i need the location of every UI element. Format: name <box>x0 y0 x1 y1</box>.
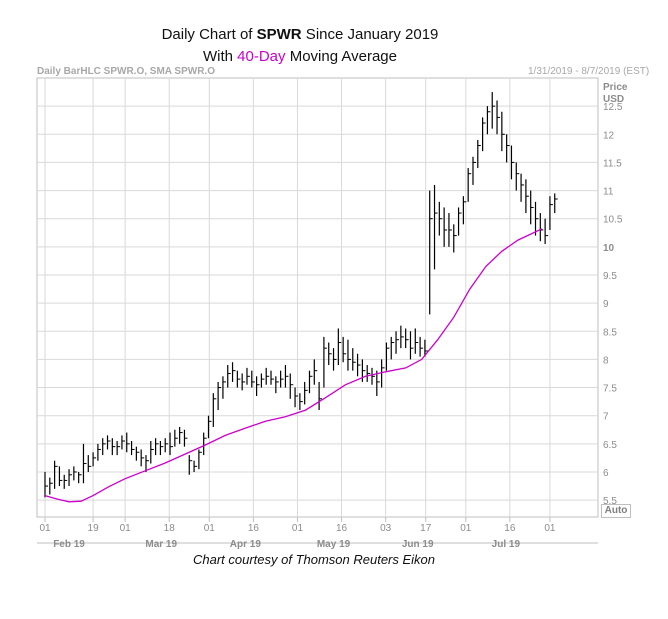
chart-header-instrument: Daily BarHLC SPWR.O, SMA SPWR.O <box>37 66 215 77</box>
y-tick-label: 7 <box>603 412 609 423</box>
y-tick-label: 10.5 <box>603 215 623 226</box>
auto-scale-button[interactable]: Auto <box>601 504 631 518</box>
chart-title: Daily Chart of SPWR Since January 2019 W… <box>0 24 600 68</box>
x-tick-label: 03 <box>380 523 392 534</box>
sma-period-highlight: 40-Day <box>237 48 286 65</box>
ticker-symbol: SPWR <box>256 26 302 43</box>
x-tick-label: 19 <box>88 523 100 534</box>
x-tick-label: 17 <box>420 523 432 534</box>
y-tick-label: 11.5 <box>603 158 622 169</box>
x-month-label: Feb 19 <box>53 539 85 550</box>
price-chart: 5.5 6 6.5 7 7.5 8 8.5 9 9.5 10 10.5 11 11.5 12 12.5 Pri… <box>36 77 628 550</box>
y-tick-label: 6 <box>603 468 609 479</box>
x-tick-label: 16 <box>504 523 516 534</box>
plot-area-border <box>36 77 599 518</box>
y-tick-label: 7.5 <box>603 384 617 395</box>
sma-40-line <box>44 228 543 503</box>
x-tick-label: 01 <box>120 523 132 534</box>
x-tick-label: 01 <box>39 523 51 534</box>
x-tick-label: 16 <box>336 523 348 534</box>
x-month-label: Apr 19 <box>230 539 262 550</box>
y-axis-label: Price <box>603 82 628 93</box>
chart-credit: Chart courtesy of Thomson Reuters Eikon <box>192 552 436 567</box>
y-tick-label: 9 <box>603 299 609 310</box>
title-line-2: With 40-Day Moving Average <box>203 48 397 65</box>
y-tick-label: 10 <box>603 243 615 254</box>
x-tick-label: 01 <box>460 523 472 534</box>
y-tick-label: 6.5 <box>603 440 617 451</box>
x-tick-label: 16 <box>248 523 260 534</box>
y-tick-label: 12 <box>603 130 615 141</box>
x-month-label: May 19 <box>317 539 351 550</box>
hlc-bars <box>44 92 558 498</box>
y-tick-label: 8.5 <box>603 327 617 338</box>
x-tick-label: 18 <box>164 523 176 534</box>
y-tick-label: 12.5 <box>603 102 623 113</box>
x-tick-label: 01 <box>204 523 216 534</box>
y-tick-label: 5.5 <box>603 496 617 507</box>
x-month-label: Jul 19 <box>492 539 521 550</box>
x-tick-label: 01 <box>544 523 556 534</box>
y-axis-label: USD <box>603 94 624 105</box>
x-month-label: Mar 19 <box>145 539 177 550</box>
x-tick-label: 01 <box>292 523 304 534</box>
y-tick-label: 9.5 <box>603 271 617 282</box>
y-tick-label: 8 <box>603 355 609 366</box>
title-line-1: Daily Chart of SPWR Since January 2019 <box>161 26 439 43</box>
chart-header-date-range: 1/31/2019 - 8/7/2019 (EST) <box>528 66 650 77</box>
x-month-label: Jun 19 <box>402 539 434 550</box>
y-tick-label: 11 <box>603 187 614 198</box>
